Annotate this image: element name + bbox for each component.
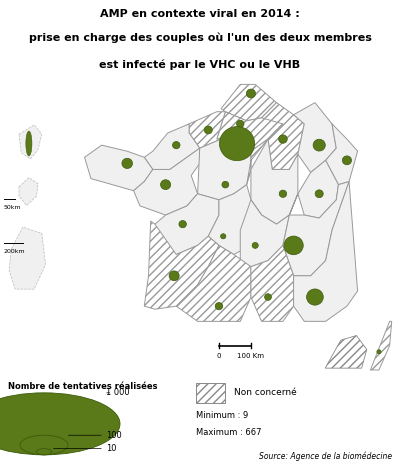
Circle shape: [342, 156, 352, 165]
Text: 10: 10: [106, 444, 116, 453]
Polygon shape: [251, 246, 294, 322]
Circle shape: [222, 181, 229, 188]
Circle shape: [26, 131, 32, 156]
Circle shape: [377, 350, 381, 354]
Polygon shape: [262, 103, 304, 170]
Polygon shape: [189, 112, 225, 148]
Circle shape: [306, 289, 323, 305]
Circle shape: [179, 220, 186, 228]
Polygon shape: [234, 124, 283, 185]
Circle shape: [20, 435, 68, 455]
Polygon shape: [326, 124, 358, 185]
Text: Minimum : 9: Minimum : 9: [196, 411, 248, 420]
Text: Non concerné: Non concerné: [234, 388, 296, 397]
Polygon shape: [294, 103, 336, 172]
Text: 1 000: 1 000: [106, 388, 130, 397]
Circle shape: [220, 127, 255, 161]
Polygon shape: [294, 182, 358, 322]
Circle shape: [215, 302, 223, 310]
Polygon shape: [134, 148, 200, 215]
Text: 50km: 50km: [4, 206, 22, 211]
Polygon shape: [251, 139, 298, 224]
Text: Source: Agence de la biomédecine: Source: Agence de la biomédecine: [259, 452, 392, 461]
Circle shape: [252, 242, 258, 248]
Circle shape: [160, 180, 171, 190]
Text: 100 Km: 100 Km: [238, 353, 264, 359]
Polygon shape: [370, 322, 392, 370]
Polygon shape: [19, 125, 42, 159]
Polygon shape: [9, 227, 46, 289]
Polygon shape: [144, 124, 200, 170]
Polygon shape: [144, 221, 219, 309]
Polygon shape: [155, 194, 219, 254]
Text: prise en charge des couples où l'un des deux membres: prise en charge des couples où l'un des …: [28, 33, 372, 43]
Text: AMP en contexte viral en 2014 :: AMP en contexte viral en 2014 :: [100, 9, 300, 19]
Polygon shape: [217, 103, 283, 151]
Polygon shape: [325, 336, 367, 368]
Polygon shape: [298, 160, 338, 218]
Circle shape: [315, 190, 323, 198]
Polygon shape: [198, 139, 251, 200]
Polygon shape: [208, 185, 262, 254]
Circle shape: [279, 135, 287, 143]
Circle shape: [169, 271, 179, 281]
Circle shape: [36, 449, 52, 455]
Circle shape: [279, 190, 287, 198]
Text: 0: 0: [217, 353, 221, 359]
Text: est infecté par le VHC ou le VHB: est infecté par le VHC ou le VHB: [100, 59, 300, 70]
Circle shape: [246, 89, 256, 98]
Polygon shape: [283, 182, 349, 276]
Polygon shape: [84, 145, 153, 191]
Circle shape: [122, 158, 132, 169]
Polygon shape: [176, 246, 251, 322]
Text: 200km: 200km: [4, 249, 26, 254]
Text: Maximum : 667: Maximum : 667: [196, 428, 262, 437]
Circle shape: [0, 393, 120, 455]
Circle shape: [204, 126, 212, 134]
Polygon shape: [240, 194, 298, 267]
Circle shape: [236, 120, 244, 128]
Circle shape: [172, 142, 180, 149]
Text: Nombre de tentatives réalisées: Nombre de tentatives réalisées: [8, 382, 158, 391]
Circle shape: [284, 236, 303, 255]
Polygon shape: [221, 84, 276, 121]
Circle shape: [313, 139, 325, 151]
FancyBboxPatch shape: [196, 383, 225, 403]
Circle shape: [220, 234, 226, 239]
Circle shape: [264, 294, 272, 301]
Text: 100: 100: [106, 431, 122, 440]
Polygon shape: [19, 178, 38, 206]
